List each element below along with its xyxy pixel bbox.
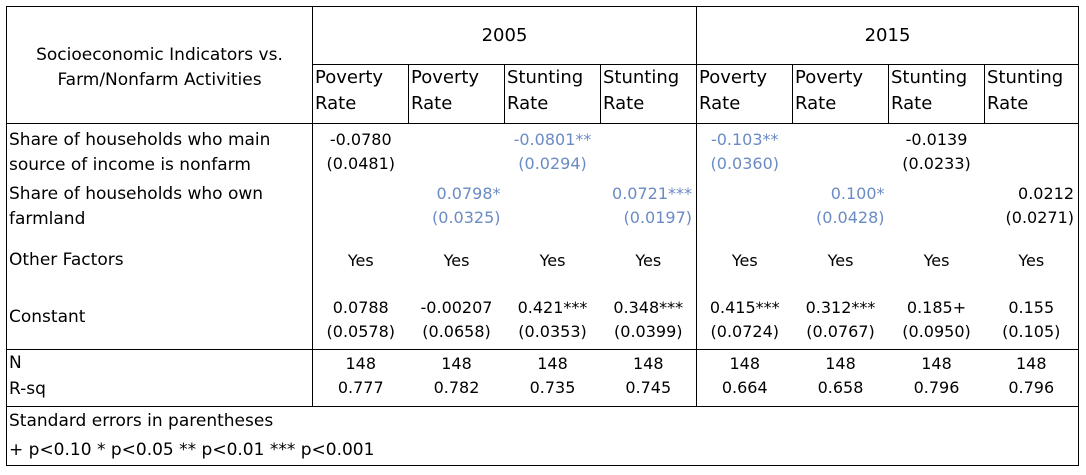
column-header: Stunting Rate: [888, 64, 985, 124]
table-row-nonfarm: Share of households who main source of in…: [6, 123, 1079, 180]
table-row-constant: Constant 0.0788 (0.0578) -0.00207 (0.0658)…: [6, 285, 1079, 350]
table-cell: 0.348*** (0.0399): [613, 297, 684, 341]
footnote-standard-errors: Standard errors in parentheses: [9, 410, 274, 431]
table-cell: 0.185+ (0.0950): [902, 297, 971, 341]
row-label: Other Factors: [6, 243, 313, 286]
table-cell: [505, 180, 601, 244]
table-cell: 148: [408, 349, 505, 376]
table-cell: 0.777: [312, 376, 409, 407]
table-cell: Yes: [984, 243, 1079, 286]
table-footer: Standard errors in parentheses + p<0.10 …: [6, 406, 1079, 466]
column-header: Poverty Rate: [312, 64, 409, 124]
table-cell: [601, 124, 697, 180]
table-cell: Yes: [696, 243, 793, 286]
table-row-other-factors: Other Factors Yes Yes Yes Yes Yes Yes Ye…: [6, 243, 1079, 286]
table-cell: 0.0212 (0.0271): [984, 179, 1079, 244]
table-cell: Yes: [827, 250, 854, 270]
table-cell: 0.745: [600, 376, 697, 407]
table-cell: 0.796: [888, 376, 985, 407]
title-line-2: Farm/Nonfarm Activities: [57, 70, 262, 90]
table-cell: Yes: [443, 250, 470, 270]
table-cell: 0.0788 (0.0578): [312, 285, 409, 350]
table-cell: 0.312*** (0.0767): [805, 297, 876, 341]
table-cell: 0.664: [696, 376, 793, 407]
table-title: Socioeconomic Indicators vs. Farm/Nonfar…: [6, 6, 313, 124]
table-cell: -0.0139 (0.0233): [902, 130, 971, 173]
table-cell: [793, 124, 889, 180]
column-header: Stunting Rate: [984, 64, 1079, 124]
table-cell: 0.0721*** (0.0197): [612, 183, 692, 227]
table-cell: 148: [792, 349, 889, 376]
table-cell: [409, 124, 505, 180]
table-row-rsq: R-sq 0.777 0.782 0.735 0.745 0.664 0.658…: [6, 376, 1079, 407]
table-cell: Yes: [312, 243, 409, 286]
row-label: Share of households who own farmland: [6, 179, 313, 244]
year-header-row: Socioeconomic Indicators vs. Farm/Nonfar…: [6, 6, 1079, 124]
table-cell: 148: [984, 349, 1079, 376]
column-header-row: Poverty Rate Poverty Rate Stunting Rate Stu…: [7, 64, 1079, 124]
column-header: Stunting Rate: [504, 64, 601, 124]
table-cell: 148: [312, 349, 409, 376]
table-cell: 0.155 (0.105): [984, 285, 1079, 350]
table-cell: 0.782: [408, 376, 505, 407]
table-cell: [312, 179, 409, 244]
table-notes: Standard errors in parentheses + p<0.10 …: [6, 406, 1079, 466]
table-cell: 148: [504, 349, 601, 376]
table-cell: Yes: [635, 250, 662, 270]
table-cell: 0.0798* (0.0325): [432, 183, 501, 227]
row-label: R-sq: [6, 376, 313, 407]
table-row-n: N 148 148 148 148 148 148 148 148: [6, 349, 1079, 376]
year-2005-header: 2005: [312, 6, 697, 65]
column-header: Poverty Rate: [696, 64, 793, 124]
table-cell: Yes: [539, 250, 566, 270]
table-cell: [696, 179, 793, 244]
table-cell: -0.0801** (0.0294): [513, 130, 592, 173]
year-2015-header: 2015: [696, 6, 1079, 65]
table-cell: 0.415*** (0.0724): [696, 285, 793, 350]
table-cell: 0.100* (0.0428): [816, 183, 885, 227]
table-cell: 148: [888, 349, 985, 376]
title-line-1: Socioeconomic Indicators vs.: [36, 45, 283, 65]
row-label: Constant: [6, 285, 313, 350]
column-header: Stunting Rate: [600, 64, 697, 124]
row-label: Share of households who main source of in…: [6, 123, 313, 180]
table-row-farmland: Share of households who own farmland 0.07…: [6, 179, 1079, 244]
table-cell: 0.658: [792, 376, 889, 407]
regression-table: Socioeconomic Indicators vs. Farm/Nonfar…: [6, 6, 1079, 466]
column-header: Poverty Rate: [408, 64, 505, 124]
table-cell: 0.735: [504, 376, 601, 407]
table-cell: [889, 180, 985, 244]
row-label: N: [6, 349, 313, 376]
table-cell: 148: [696, 349, 793, 376]
footnote-significance: + p<0.10 * p<0.05 ** p<0.01 *** p<0.001: [9, 439, 375, 460]
table-cell: Yes: [923, 250, 950, 270]
table-cell: 148: [600, 349, 697, 376]
table-cell: -0.00207 (0.0658): [420, 297, 493, 341]
table-cell: [984, 123, 1079, 180]
table-cell: 0.421*** (0.0353): [517, 297, 588, 341]
table-cell: -0.0780 (0.0481): [312, 123, 409, 180]
column-header: Poverty Rate: [792, 64, 889, 124]
table-cell: -0.103** (0.0360): [696, 123, 793, 180]
table-cell: 0.796: [984, 376, 1079, 407]
